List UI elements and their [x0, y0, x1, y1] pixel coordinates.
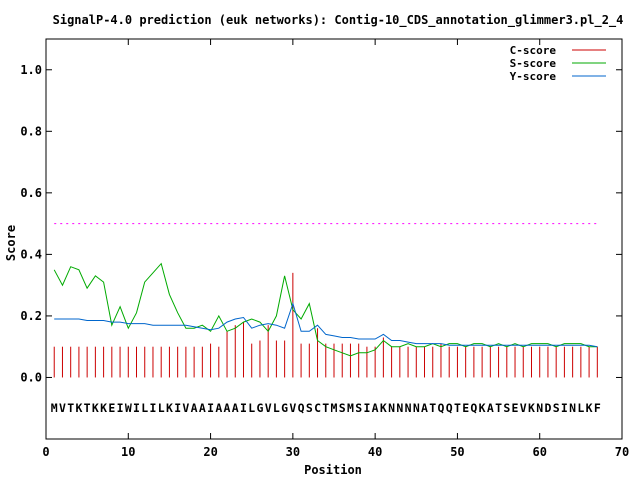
- sequence-letter: L: [248, 401, 255, 415]
- sequence-letter: Q: [438, 401, 445, 415]
- sequence-letter: N: [536, 401, 543, 415]
- sequence-letter: M: [331, 401, 338, 415]
- y-tick-label: 0.4: [20, 247, 42, 261]
- sequence-letter: A: [372, 401, 379, 415]
- sequence-letter: K: [92, 401, 99, 415]
- x-tick-label: 40: [368, 445, 382, 459]
- sequence-letter: A: [232, 401, 239, 415]
- chart-title: SignalP-4.0 prediction (euk networks): C…: [53, 13, 624, 28]
- sequence-letter: L: [158, 401, 165, 415]
- sequence-letter: E: [512, 401, 519, 415]
- sequence-letter: T: [322, 401, 329, 415]
- sequence-letter: N: [388, 401, 395, 415]
- x-tick-label: 70: [615, 445, 629, 459]
- sequence-letter: Q: [298, 401, 305, 415]
- sequence-letter: K: [75, 401, 82, 415]
- y-axis: 0.0 0.2 0.4 0.6 0.8 1.0: [20, 63, 622, 384]
- sequence-letter: N: [405, 401, 412, 415]
- sequence-letter: I: [117, 401, 124, 415]
- sequence-letter: G: [281, 401, 288, 415]
- sequence-letter: K: [100, 401, 107, 415]
- sequence-letter: I: [174, 401, 181, 415]
- sequence-letter: I: [207, 401, 214, 415]
- y-tick-label: 0.6: [20, 186, 42, 200]
- sequence-letter: K: [380, 401, 387, 415]
- sequence-letter: I: [133, 401, 140, 415]
- sequence-letter: A: [215, 401, 222, 415]
- sequence-letter: N: [569, 401, 576, 415]
- sequence-letter: N: [413, 401, 420, 415]
- sequence-letter: N: [396, 401, 403, 415]
- sequence-letter: T: [495, 401, 502, 415]
- sequence-letter: Q: [470, 401, 477, 415]
- x-tick-label: 20: [203, 445, 217, 459]
- sequence-letter: A: [487, 401, 494, 415]
- sequence-letter: L: [141, 401, 148, 415]
- y-tick-label: 0.0: [20, 370, 42, 384]
- x-axis: 0 10 20 30 40 50 60 70: [42, 39, 629, 459]
- sequence-letter: D: [544, 401, 551, 415]
- sequence-letter: V: [59, 401, 66, 415]
- sequence-letter: G: [256, 401, 263, 415]
- sequence-letter: Q: [446, 401, 453, 415]
- sequence-letter: K: [586, 401, 593, 415]
- sequence-letter: S: [503, 401, 510, 415]
- sequence-letter: F: [594, 401, 601, 415]
- sequence-letter: A: [421, 401, 428, 415]
- y-tick-label: 1.0: [20, 63, 42, 77]
- sequence-letter: T: [454, 401, 461, 415]
- sequence-letter: S: [553, 401, 560, 415]
- sequence-letter: K: [479, 401, 486, 415]
- sequence-letter: K: [528, 401, 535, 415]
- sequence-letter: M: [347, 401, 354, 415]
- sequence-letter: S: [355, 401, 362, 415]
- sequence-letter: V: [182, 401, 189, 415]
- y-tick-label: 0.2: [20, 309, 42, 323]
- sequence-letter: V: [265, 401, 272, 415]
- x-tick-label: 0: [42, 445, 49, 459]
- sequence-letter: E: [462, 401, 469, 415]
- sequence-letter: W: [125, 401, 132, 415]
- sequence-letter: V: [289, 401, 296, 415]
- x-tick-label: 30: [286, 445, 300, 459]
- y-score-series: [54, 301, 598, 348]
- sequence-letter: V: [520, 401, 527, 415]
- sequence-letter: C: [314, 401, 321, 415]
- sequence-letter: M: [51, 401, 58, 415]
- x-tick-label: 10: [121, 445, 135, 459]
- legend-label: C-score: [510, 44, 557, 57]
- sequence-letter: T: [67, 401, 74, 415]
- legend-label: S-score: [510, 57, 557, 70]
- sequence-letter: I: [150, 401, 157, 415]
- y-tick-label: 0.8: [20, 124, 42, 138]
- sequence-letter: I: [363, 401, 370, 415]
- c-score-series: [53, 272, 598, 378]
- legend-label: Y-score: [510, 70, 557, 83]
- plot-frame: [45, 38, 623, 440]
- sequence-letter: L: [577, 401, 584, 415]
- sequence-letter: A: [199, 401, 206, 415]
- sequence-letter: S: [306, 401, 313, 415]
- sequence-letter: I: [561, 401, 568, 415]
- sequence-letter: T: [84, 401, 91, 415]
- sequence-letter: A: [191, 401, 198, 415]
- sequence-letter: S: [339, 401, 346, 415]
- x-tick-label: 60: [532, 445, 546, 459]
- y-axis-label: Score: [4, 225, 18, 261]
- sequence-letter: T: [429, 401, 436, 415]
- x-axis-label: Position: [304, 463, 362, 477]
- sequence-letter: L: [273, 401, 280, 415]
- sequence-letter: I: [240, 401, 247, 415]
- sequence-letter: K: [166, 401, 173, 415]
- s-score-series: [53, 262, 598, 357]
- sequence-letter: E: [108, 401, 115, 415]
- x-tick-label: 50: [450, 445, 464, 459]
- sequence-letter: A: [224, 401, 231, 415]
